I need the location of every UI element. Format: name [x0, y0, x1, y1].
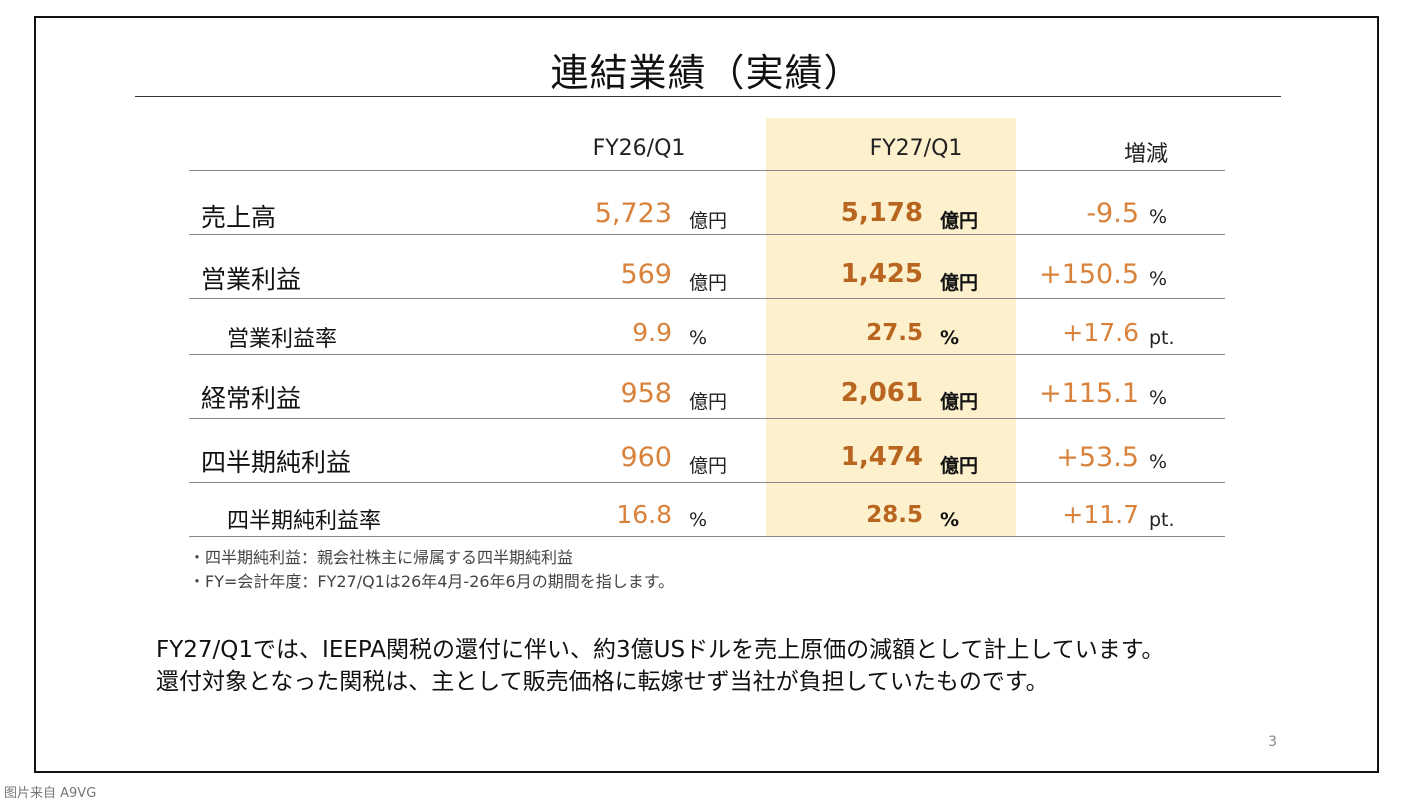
diff-value: +150.5	[1039, 259, 1139, 290]
prev-value: 569	[620, 259, 672, 290]
diff-unit: %	[1149, 268, 1168, 290]
prev-unit: 億円	[689, 272, 728, 294]
diff-unit: %	[1149, 206, 1168, 228]
curr-value: 27.5	[866, 320, 923, 346]
table-row: 営業利益率 9.9 % 27.5 % +17.6 pt.	[189, 299, 1225, 355]
curr-value: 28.5	[866, 502, 923, 528]
prev-unit: %	[689, 509, 708, 531]
row-label: 四半期純利益	[201, 448, 352, 477]
row-label: 売上高	[201, 203, 277, 232]
curr-unit: %	[940, 509, 960, 531]
watermark: 图片来自 A9VG	[4, 786, 97, 801]
table-header: FY26/Q1 FY27/Q1 増減	[189, 118, 1225, 171]
diff-unit: pt.	[1149, 327, 1175, 349]
diff-unit: %	[1149, 451, 1168, 473]
table-row: 四半期純利益率 16.8 % 28.5 % +11.7 pt.	[189, 483, 1225, 537]
curr-unit: 億円	[940, 455, 979, 477]
row-label: 営業利益率	[227, 327, 338, 352]
prev-value: 958	[620, 378, 672, 409]
column-header-diff: 増減	[1123, 142, 1168, 167]
slide: 連結業績（実績） FY26/Q1 FY27/Q1 増減 売上高 5,723 億円…	[34, 16, 1379, 773]
curr-value: 2,061	[840, 378, 923, 408]
diff-value: +11.7	[1062, 500, 1139, 529]
curr-value: 5,178	[840, 198, 923, 228]
page-title: 連結業績（実績）	[550, 51, 863, 95]
row-label: 四半期純利益率	[227, 509, 382, 534]
prev-unit: 億円	[689, 210, 728, 232]
diff-unit: pt.	[1149, 509, 1175, 531]
curr-value: 1,425	[840, 259, 923, 289]
prev-unit: 億円	[689, 455, 728, 477]
curr-unit: %	[940, 327, 960, 349]
table-row: 四半期純利益 960 億円 1,474 億円 +53.5 %	[189, 419, 1225, 483]
row-label: 経常利益	[201, 384, 302, 413]
column-header-prev: FY26/Q1	[592, 136, 686, 161]
title-divider	[135, 96, 1281, 97]
prev-value: 16.8	[616, 500, 672, 529]
highlight-column	[766, 118, 1016, 536]
footnote-1: ・四半期純利益：親会社株主に帰属する四半期純利益	[189, 548, 574, 567]
diff-value: -9.5	[1086, 198, 1139, 229]
table-row: 経常利益 958 億円 2,061 億円 +115.1 %	[189, 355, 1225, 419]
prev-unit: 億円	[689, 391, 728, 413]
body-line-2: 還付対象となった関税は、主として販売価格に転嫁せず当社が負担していたものです。	[156, 669, 1049, 695]
prev-unit: %	[689, 327, 708, 349]
page-number: 3	[1268, 734, 1277, 750]
diff-value: +53.5	[1056, 442, 1139, 473]
curr-unit: 億円	[940, 391, 979, 413]
curr-unit: 億円	[940, 210, 979, 232]
curr-unit: 億円	[940, 272, 979, 294]
prev-value: 960	[620, 442, 672, 473]
diff-value: +115.1	[1039, 378, 1139, 409]
footnote-2: ・FY=会計年度：FY27/Q1は26年4月-26年6月の期間を指します。	[189, 572, 675, 591]
prev-value: 5,723	[594, 198, 672, 229]
row-label: 営業利益	[201, 265, 302, 294]
diff-value: +17.6	[1062, 318, 1139, 347]
prev-value: 9.9	[632, 318, 672, 347]
column-header-curr: FY27/Q1	[869, 136, 963, 161]
diff-unit: %	[1149, 387, 1168, 409]
curr-value: 1,474	[840, 442, 923, 472]
body-line-1: FY27/Q1では、IEEPA関税の還付に伴い、約3億USドルを売上原価の減額と…	[156, 637, 1165, 663]
table-row: 売上高 5,723 億円 5,178 億円 -9.5 %	[189, 170, 1225, 235]
table-row: 営業利益 569 億円 1,425 億円 +150.5 %	[189, 235, 1225, 299]
